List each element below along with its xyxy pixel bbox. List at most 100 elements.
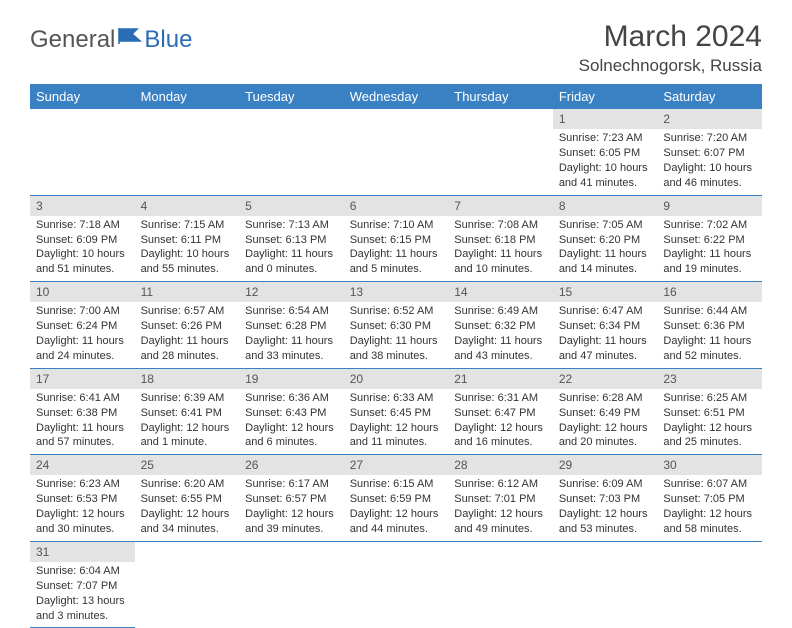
- day-line: Sunrise: 7:10 AM: [350, 218, 443, 233]
- day-number: 23: [657, 369, 762, 389]
- day-line: and 46 minutes.: [663, 176, 756, 191]
- calendar-cell: 20Sunrise: 6:33 AMSunset: 6:45 PMDayligh…: [344, 368, 449, 455]
- day-line: Sunrise: 6:15 AM: [350, 477, 443, 492]
- calendar-cell: [135, 541, 240, 628]
- day-content: Sunrise: 7:00 AMSunset: 6:24 PMDaylight:…: [30, 302, 135, 367]
- calendar-cell: 5Sunrise: 7:13 AMSunset: 6:13 PMDaylight…: [239, 195, 344, 282]
- day-line: Daylight: 12 hours: [141, 421, 234, 436]
- day-line: Sunset: 6:57 PM: [245, 492, 338, 507]
- day-line: and 49 minutes.: [454, 522, 547, 537]
- day-line: Daylight: 13 hours: [36, 594, 129, 609]
- day-line: and 28 minutes.: [141, 349, 234, 364]
- logo-flag-icon: [118, 26, 144, 51]
- day-header: Tuesday: [239, 84, 344, 109]
- day-line: Sunrise: 6:23 AM: [36, 477, 129, 492]
- day-line: Daylight: 12 hours: [245, 421, 338, 436]
- day-line: Sunset: 6:41 PM: [141, 406, 234, 421]
- day-line: and 51 minutes.: [36, 262, 129, 277]
- day-line: Sunset: 6:47 PM: [454, 406, 547, 421]
- day-line: Sunrise: 6:44 AM: [663, 304, 756, 319]
- day-line: Sunset: 6:36 PM: [663, 319, 756, 334]
- calendar-cell: [657, 541, 762, 628]
- calendar-cell: 2Sunrise: 7:20 AMSunset: 6:07 PMDaylight…: [657, 109, 762, 195]
- day-line: Sunrise: 6:07 AM: [663, 477, 756, 492]
- day-line: and 3 minutes.: [36, 609, 129, 624]
- day-line: Daylight: 12 hours: [141, 507, 234, 522]
- day-line: Daylight: 11 hours: [36, 421, 129, 436]
- day-line: and 5 minutes.: [350, 262, 443, 277]
- day-line: Sunrise: 7:18 AM: [36, 218, 129, 233]
- day-content: Sunrise: 6:49 AMSunset: 6:32 PMDaylight:…: [448, 302, 553, 367]
- calendar-cell: 9Sunrise: 7:02 AMSunset: 6:22 PMDaylight…: [657, 195, 762, 282]
- day-line: Sunrise: 6:04 AM: [36, 564, 129, 579]
- calendar-cell: 19Sunrise: 6:36 AMSunset: 6:43 PMDayligh…: [239, 368, 344, 455]
- calendar-cell: 6Sunrise: 7:10 AMSunset: 6:15 PMDaylight…: [344, 195, 449, 282]
- day-number: 15: [553, 282, 658, 302]
- day-line: Sunrise: 7:15 AM: [141, 218, 234, 233]
- calendar-cell: 3Sunrise: 7:18 AMSunset: 6:09 PMDaylight…: [30, 195, 135, 282]
- calendar-cell: 17Sunrise: 6:41 AMSunset: 6:38 PMDayligh…: [30, 368, 135, 455]
- day-content: Sunrise: 6:17 AMSunset: 6:57 PMDaylight:…: [239, 475, 344, 540]
- day-number: 30: [657, 455, 762, 475]
- day-content: Sunrise: 6:23 AMSunset: 6:53 PMDaylight:…: [30, 475, 135, 540]
- day-line: and 47 minutes.: [559, 349, 652, 364]
- day-line: Sunset: 6:55 PM: [141, 492, 234, 507]
- day-number: 24: [30, 455, 135, 475]
- day-line: Sunrise: 6:12 AM: [454, 477, 547, 492]
- day-content: Sunrise: 6:09 AMSunset: 7:03 PMDaylight:…: [553, 475, 658, 540]
- day-number: 7: [448, 196, 553, 216]
- day-line: Sunrise: 6:39 AM: [141, 391, 234, 406]
- day-line: Daylight: 12 hours: [350, 507, 443, 522]
- calendar-cell: 22Sunrise: 6:28 AMSunset: 6:49 PMDayligh…: [553, 368, 658, 455]
- calendar-row: 31Sunrise: 6:04 AMSunset: 7:07 PMDayligh…: [30, 541, 762, 628]
- day-line: Sunrise: 6:20 AM: [141, 477, 234, 492]
- day-line: Sunrise: 7:23 AM: [559, 131, 652, 146]
- day-content: Sunrise: 7:02 AMSunset: 6:22 PMDaylight:…: [657, 216, 762, 281]
- day-line: and 44 minutes.: [350, 522, 443, 537]
- day-line: Sunrise: 6:09 AM: [559, 477, 652, 492]
- day-content: Sunrise: 6:28 AMSunset: 6:49 PMDaylight:…: [553, 389, 658, 454]
- day-number: 19: [239, 369, 344, 389]
- day-line: Daylight: 10 hours: [141, 247, 234, 262]
- calendar-cell: [344, 109, 449, 195]
- day-line: Sunset: 6:11 PM: [141, 233, 234, 248]
- calendar-cell: 23Sunrise: 6:25 AMSunset: 6:51 PMDayligh…: [657, 368, 762, 455]
- day-number-empty: [239, 109, 344, 129]
- day-number: 31: [30, 542, 135, 562]
- day-number-empty: [344, 109, 449, 129]
- day-line: Sunset: 6:07 PM: [663, 146, 756, 161]
- day-line: Daylight: 10 hours: [663, 161, 756, 176]
- calendar-cell: 16Sunrise: 6:44 AMSunset: 6:36 PMDayligh…: [657, 282, 762, 369]
- day-line: Daylight: 10 hours: [559, 161, 652, 176]
- day-number: 4: [135, 196, 240, 216]
- day-line: Sunrise: 6:36 AM: [245, 391, 338, 406]
- day-line: Sunrise: 6:33 AM: [350, 391, 443, 406]
- day-line: Sunrise: 7:02 AM: [663, 218, 756, 233]
- day-line: Daylight: 12 hours: [663, 507, 756, 522]
- day-line: and 30 minutes.: [36, 522, 129, 537]
- day-content: Sunrise: 7:13 AMSunset: 6:13 PMDaylight:…: [239, 216, 344, 281]
- calendar-cell: 27Sunrise: 6:15 AMSunset: 6:59 PMDayligh…: [344, 455, 449, 542]
- day-line: Daylight: 12 hours: [454, 507, 547, 522]
- day-line: and 58 minutes.: [663, 522, 756, 537]
- day-number-empty: [30, 109, 135, 129]
- day-header: Wednesday: [344, 84, 449, 109]
- day-content: Sunrise: 6:41 AMSunset: 6:38 PMDaylight:…: [30, 389, 135, 454]
- day-line: Sunset: 6:13 PM: [245, 233, 338, 248]
- day-content: Sunrise: 6:25 AMSunset: 6:51 PMDaylight:…: [657, 389, 762, 454]
- day-number: 14: [448, 282, 553, 302]
- day-line: and 39 minutes.: [245, 522, 338, 537]
- day-line: and 43 minutes.: [454, 349, 547, 364]
- day-number: 27: [344, 455, 449, 475]
- day-line: and 34 minutes.: [141, 522, 234, 537]
- day-line: Sunset: 6:24 PM: [36, 319, 129, 334]
- day-content: Sunrise: 6:54 AMSunset: 6:28 PMDaylight:…: [239, 302, 344, 367]
- day-line: Sunset: 7:01 PM: [454, 492, 547, 507]
- day-number: 8: [553, 196, 658, 216]
- calendar-cell: [239, 109, 344, 195]
- month-title: March 2024: [579, 20, 762, 54]
- day-content: Sunrise: 6:33 AMSunset: 6:45 PMDaylight:…: [344, 389, 449, 454]
- day-line: Sunrise: 6:49 AM: [454, 304, 547, 319]
- logo-text-general: General: [30, 26, 115, 54]
- calendar-cell: 15Sunrise: 6:47 AMSunset: 6:34 PMDayligh…: [553, 282, 658, 369]
